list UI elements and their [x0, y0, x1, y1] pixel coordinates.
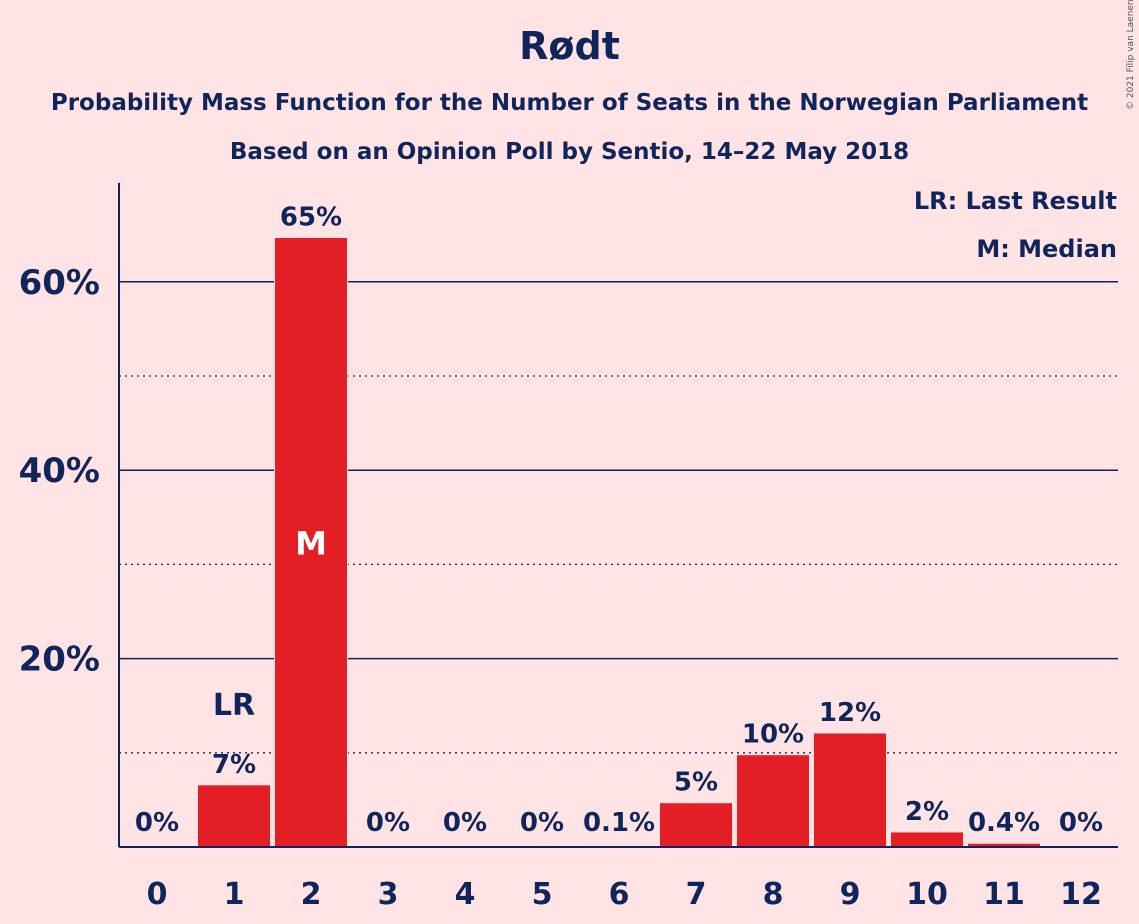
y-tick-label: 20% — [19, 640, 100, 680]
x-tick-label: 10 — [906, 877, 948, 912]
bar — [890, 831, 964, 848]
bar — [813, 732, 887, 848]
y-tick-label: 40% — [19, 451, 100, 491]
x-tick-label: 6 — [609, 877, 630, 912]
legend-last-result: LR: Last Result — [914, 187, 1117, 215]
x-tick-label: 0 — [147, 877, 168, 912]
x-tick-label: 3 — [378, 877, 399, 912]
x-tick-label: 12 — [1060, 877, 1102, 912]
x-tick-label: 2 — [301, 877, 322, 912]
gridlines — [119, 281, 1118, 754]
bars — [197, 237, 1041, 848]
data-label: 5% — [674, 768, 718, 798]
x-tick-label: 5 — [532, 877, 553, 912]
x-tick-label: 7 — [686, 877, 707, 912]
data-label: 12% — [819, 698, 881, 728]
x-tick-labels: 0 1 2 3 4 5 6 7 8 9 10 11 12 — [147, 877, 1102, 912]
data-label: 7% — [212, 750, 256, 780]
x-tick-label: 1 — [224, 877, 245, 912]
bar — [736, 754, 810, 848]
y-tick-labels: 20% 40% 60% — [19, 263, 100, 680]
bar — [659, 802, 733, 848]
data-label: 0% — [443, 808, 487, 838]
data-label: 65% — [280, 203, 342, 233]
last-result-marker: LR — [213, 688, 255, 723]
data-label: 2% — [905, 797, 949, 827]
data-label: 0% — [520, 808, 564, 838]
data-label: 10% — [742, 720, 804, 750]
value-labels: 0% 7% LR 65% M 0% 0% 0% 0.1% 5% 10% 12% 2% 0.4% 0% — [135, 203, 1103, 838]
x-tick-label: 4 — [455, 877, 476, 912]
data-label: 0.1% — [583, 808, 655, 838]
chart-subtitle-poll: Based on an Opinion Poll by Sentio, 14–2… — [229, 139, 910, 165]
x-tick-label: 9 — [840, 877, 861, 912]
median-marker: M — [295, 524, 327, 562]
legend-median: M: Median — [976, 235, 1117, 263]
bar — [197, 784, 271, 848]
x-tick-label: 8 — [763, 877, 784, 912]
data-label: 0.4% — [968, 808, 1040, 838]
data-label: 0% — [1059, 808, 1103, 838]
chart-title: Rødt — [519, 24, 620, 68]
data-label: 0% — [366, 808, 410, 838]
x-tick-label: 11 — [983, 877, 1025, 912]
y-tick-label: 60% — [19, 263, 100, 303]
chart-subtitle: Probability Mass Function for the Number… — [50, 90, 1089, 116]
data-label: 0% — [135, 808, 179, 838]
bar — [274, 237, 348, 848]
